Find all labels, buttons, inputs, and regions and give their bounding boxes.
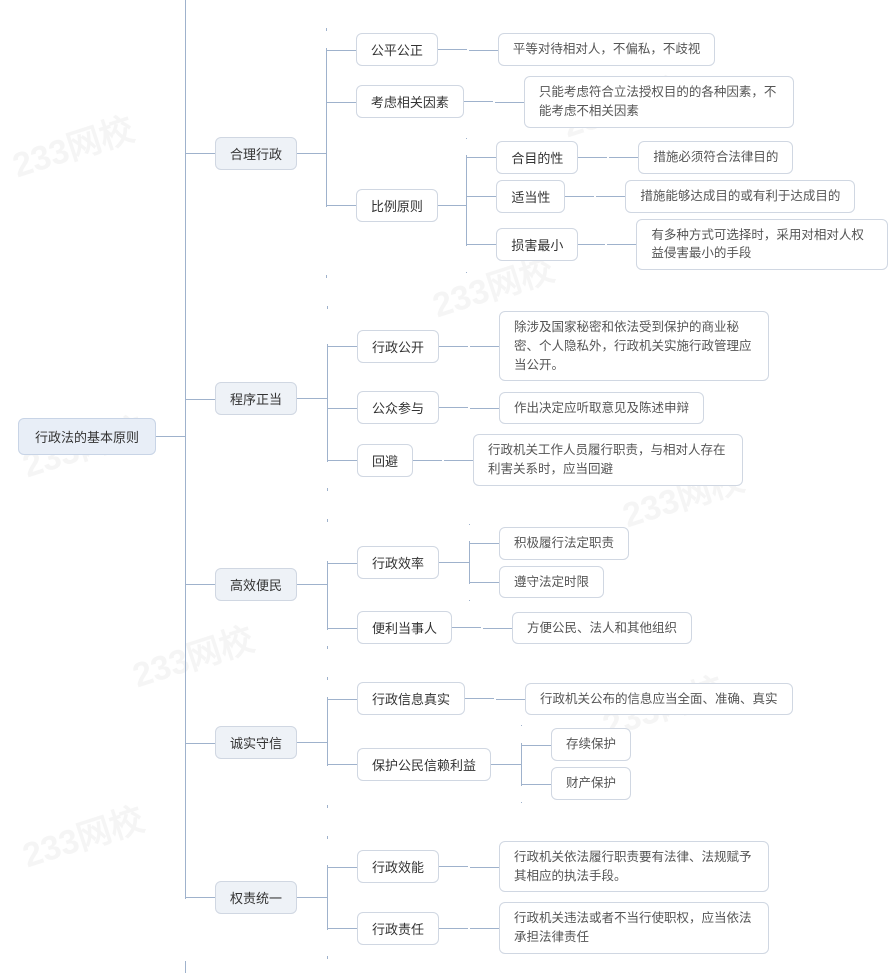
node-sunhai: 损害最小 [496, 228, 578, 261]
node-xinlai: 保护公民信赖利益 [357, 748, 491, 781]
leaf: 平等对待相对人，不偏私，不歧视 [498, 33, 716, 66]
branches: 合法行政 法律优先 行政机关必须遵守现行有效的法律 法律保留 行政机关应当依照法… [215, 0, 888, 973]
node-zeren: 行政责任 [357, 912, 439, 945]
node-shidang: 适当性 [496, 180, 565, 213]
leaf: 行政机关工作人员履行职责，与相对人存在利害关系时，应当回避 [473, 434, 743, 486]
node-gongping: 公平公正 [356, 33, 438, 66]
node-bianli: 便利当事人 [357, 611, 452, 644]
node-huibi: 回避 [357, 444, 413, 477]
node-bili: 比例原则 [356, 189, 438, 222]
node-gongkai: 行政公开 [357, 330, 439, 363]
leaf: 除涉及国家秘密和依法受到保护的商业秘密、个人隐私外，行政机关实施行政管理应当公开… [499, 311, 769, 381]
branch-quanze: 权责统一 [215, 881, 297, 914]
leaf: 有多种方式可选择时，采用对相对人权益侵害最小的手段 [636, 219, 888, 271]
leaf: 存续保护 [551, 728, 631, 761]
leaf: 作出决定应听取意见及陈述申辩 [499, 392, 704, 425]
branch-heli: 合理行政 [215, 137, 297, 170]
leaf: 措施能够达成目的或有利于达成目的 [625, 180, 855, 213]
leaf: 方便公民、法人和其他组织 [512, 612, 692, 645]
node-kaolv: 考虑相关因素 [356, 85, 464, 118]
leaf: 措施必须符合法律目的 [638, 141, 793, 174]
node-xiaolv: 行政效率 [357, 546, 439, 579]
node-canyu: 公众参与 [357, 391, 439, 424]
leaf: 财产保护 [551, 767, 631, 800]
leaf: 只能考虑符合立法授权目的的各种因素，不能考虑不相关因素 [524, 76, 794, 128]
leaf: 积极履行法定职责 [499, 527, 629, 560]
node-mudi: 合目的性 [496, 141, 578, 174]
branch-chengxu: 程序正当 [215, 382, 297, 415]
leaf: 行政机关违法或者不当行使职权，应当依法承担法律责任 [499, 902, 769, 954]
leaf: 行政机关依法履行职责要有法律、法规赋予其相应的执法手段。 [499, 841, 769, 893]
branch-chengshi: 诚实守信 [215, 726, 297, 759]
root-node: 行政法的基本原则 [18, 418, 156, 455]
node-xiaoneng: 行政效能 [357, 850, 439, 883]
leaf: 行政机关公布的信息应当全面、准确、真实 [525, 683, 793, 716]
node-xinxi: 行政信息真实 [357, 682, 465, 715]
leaf: 遵守法定时限 [499, 566, 604, 599]
branch-gaoxiao: 高效便民 [215, 568, 297, 601]
